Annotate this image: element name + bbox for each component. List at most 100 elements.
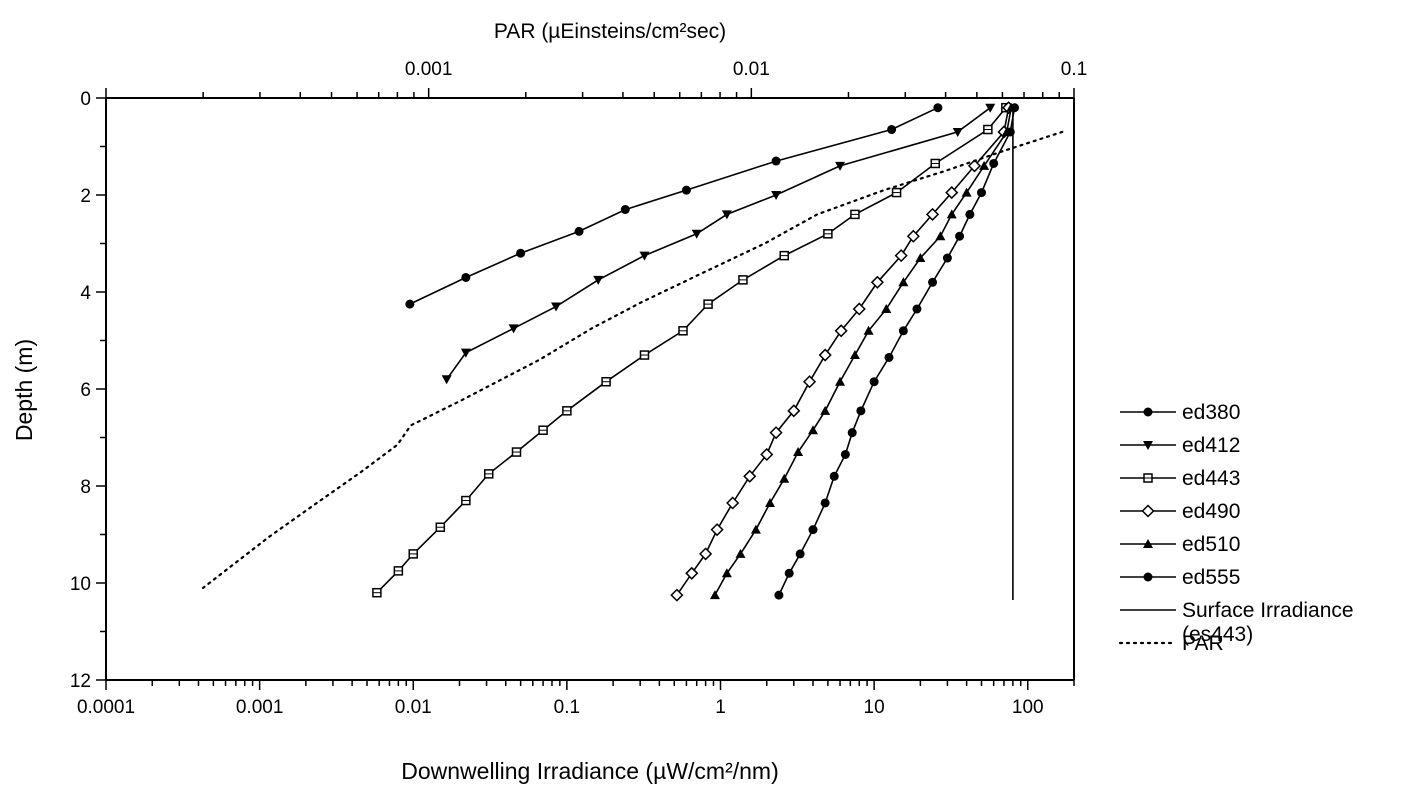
y-tick-label: 10: [70, 574, 91, 595]
x2-tick-label: 0.01: [733, 59, 770, 80]
data-point: [820, 498, 830, 508]
data-point: [977, 188, 987, 198]
legend-swatch-marker: [1143, 572, 1153, 582]
data-point: [898, 277, 909, 287]
data-point: [928, 277, 938, 287]
data-point: [955, 231, 965, 241]
series-layer: [202, 101, 1064, 602]
data-point: [818, 348, 832, 362]
legend-label: ed443: [1182, 467, 1240, 490]
legend-label-line: PAR: [1182, 632, 1224, 655]
series-line: [409, 106, 939, 305]
data-point: [835, 376, 846, 386]
data-point: [691, 229, 702, 239]
data-point: [967, 159, 982, 173]
series-line: [202, 130, 1064, 589]
data-point: [784, 568, 794, 578]
legend-label-line: (es443): [1182, 623, 1253, 646]
data-point: [593, 275, 604, 285]
legend-item: ed510: [1120, 533, 1240, 556]
legend-swatch-marker: [1141, 504, 1155, 518]
data-point: [925, 207, 940, 221]
data-point: [856, 406, 866, 416]
series-line: [446, 107, 991, 380]
data-point: [710, 523, 724, 537]
data-point: [721, 210, 732, 220]
data-point: [935, 231, 946, 241]
legend-label-line: ed510: [1182, 533, 1240, 556]
legend-label: ed555: [1182, 566, 1240, 589]
series-ed490: [670, 101, 1016, 602]
data-point: [771, 156, 781, 166]
data-point: [840, 449, 850, 459]
x-tick-label: 1: [715, 697, 726, 718]
data-point: [881, 303, 892, 313]
data-point: [852, 302, 866, 316]
data-point: [574, 226, 584, 236]
data-point: [906, 229, 920, 243]
top-axis-title: PAR (µEinsteins/cm²sec): [494, 20, 726, 43]
x2-tick-label: 0.1: [1061, 59, 1087, 80]
data-point: [847, 428, 857, 438]
legend-label: PAR: [1182, 632, 1224, 655]
series-par: [202, 130, 1064, 589]
data-point: [779, 473, 790, 483]
x-tick-label: 10: [864, 697, 885, 718]
series-ed510: [709, 102, 1017, 600]
data-point: [750, 524, 761, 534]
legend-label-line: ed490: [1182, 500, 1240, 523]
series-line: [778, 107, 1016, 596]
x-tick-label: 0.0001: [77, 697, 135, 718]
data-point: [769, 426, 783, 440]
legend-swatch-marker: [1143, 441, 1153, 450]
legend-label-line: ed380: [1182, 401, 1240, 424]
data-point: [989, 158, 999, 168]
legend-label-line: ed443: [1182, 467, 1240, 490]
data-point: [849, 350, 860, 360]
data-point: [765, 497, 776, 507]
legend-label: Surface Irradiance (es443): [1182, 599, 1354, 646]
data-point: [461, 272, 471, 282]
data-point: [743, 469, 757, 483]
data-point: [894, 249, 908, 263]
data-point: [726, 496, 740, 510]
data-point: [685, 566, 699, 580]
x-tick-label: 0.01: [395, 697, 432, 718]
legend-item: Surface Irradiance (es443): [1120, 599, 1354, 646]
data-point: [670, 588, 684, 602]
data-point: [820, 405, 831, 415]
y-tick-label: 12: [70, 671, 91, 692]
legend-label: ed380: [1182, 401, 1240, 424]
data-point: [735, 548, 746, 558]
legend-item: ed443: [1120, 467, 1240, 490]
legend-label: ed490: [1182, 500, 1240, 523]
data-point: [863, 325, 874, 335]
data-point: [405, 299, 415, 309]
legend-item: ed412: [1120, 434, 1240, 457]
data-point: [961, 187, 972, 197]
series-line: [676, 107, 1010, 596]
data-point: [803, 375, 817, 389]
data-point: [952, 127, 963, 137]
data-point: [985, 103, 996, 113]
data-point: [441, 375, 452, 385]
data-point: [829, 471, 839, 481]
data-point: [887, 125, 897, 135]
legend-label-line: ed412: [1182, 434, 1240, 457]
data-point: [639, 251, 650, 261]
x-axis-title: Downwelling Irradiance (µW/cm²/nm): [401, 758, 779, 784]
legend: ed380 ed412 ed443 ed490 ed510 ed555 Surface Ir…: [1118, 401, 1354, 655]
data-point: [979, 160, 990, 170]
x-axis-top: 0.001 0.01 0.1: [105, 59, 1087, 98]
legend-label-line: ed555: [1182, 566, 1240, 589]
data-point: [787, 404, 801, 418]
data-point: [681, 185, 691, 195]
series-ed412: [441, 103, 996, 385]
y-tick-label: 4: [80, 283, 91, 304]
data-point: [709, 590, 720, 600]
legend-label: ed412: [1182, 434, 1240, 457]
data-point: [516, 248, 526, 258]
legend-swatch-marker: [1143, 539, 1153, 548]
series-line: [714, 107, 1012, 596]
